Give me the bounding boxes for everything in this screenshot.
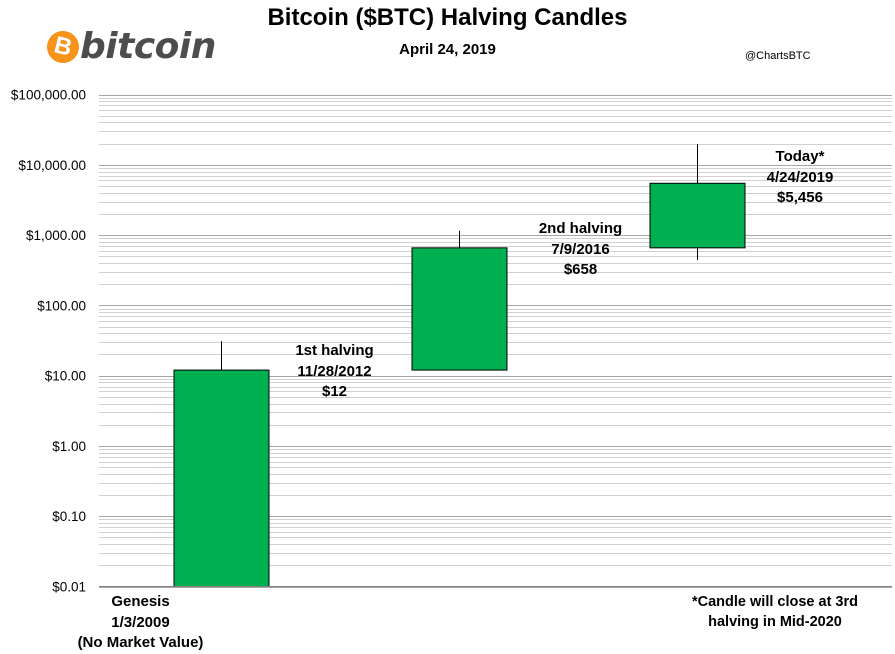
candle-body [411,247,508,371]
y-tick-label: $0.10 [52,509,86,524]
annotation-today-value: $5,456 [777,189,823,206]
annotation-first-date: 11/28/2012 [297,362,372,380]
y-tick-label: $1.00 [52,439,86,454]
annotation-second-date: 7/9/2016 [551,240,610,258]
y-tick-label: $10,000.00 [18,158,86,173]
chart-date: April 24, 2019 [399,41,496,58]
annotation-today-date: 4/24/2019 [766,168,834,186]
footnote: *Candle will close at 3rd halving in Mid… [660,592,890,632]
annotation-genesis-date: 1/3/2009 [111,613,170,631]
chart-title: Bitcoin ($BTC) Halving Candles [267,4,628,31]
annotation-second-label: 2nd halving [538,220,623,237]
footnote-line-2: halving in Mid-2020 [708,614,842,630]
annotation-second-value: $658 [563,261,598,278]
candle-body [173,369,270,587]
annotation-genesis: Genesis 1/3/2009 (No Market Value) [68,592,213,654]
annotation-genesis-label: Genesis [111,593,170,610]
y-axis-tick-labels: $0.01 $0.10 $1.00 $10.00 $100.00 $1,000.00 $10… [11,88,86,595]
footnote-line-1: *Candle will close at 3rd [692,594,858,610]
annotation-first-halving: 1st halving 11/28/2012 $12 [277,341,392,403]
annotation-today: Today* 4/24/2019 $5,456 [745,147,855,209]
author-handle: @ChartsBTC [745,50,811,62]
annotation-genesis-value: (No Market Value) [77,634,204,651]
bitcoin-logo-text: bitcoin [80,26,216,67]
annotation-today-label: Today* [775,148,825,165]
bitcoin-logo: B bitcoin [43,26,216,67]
candles [173,144,746,587]
y-tick-label: $100,000.00 [11,88,86,103]
candle-body [649,182,746,249]
y-tick-label: $1,000.00 [26,228,86,243]
y-tick-label: $0.01 [52,580,86,595]
y-tick-label: $10.00 [45,369,86,384]
annotation-first-label: 1st halving [295,342,374,359]
annotation-second-halving: 2nd halving 7/9/2016 $658 [523,219,638,281]
y-tick-label: $100.00 [37,298,86,313]
annotation-first-value: $12 [321,383,348,400]
